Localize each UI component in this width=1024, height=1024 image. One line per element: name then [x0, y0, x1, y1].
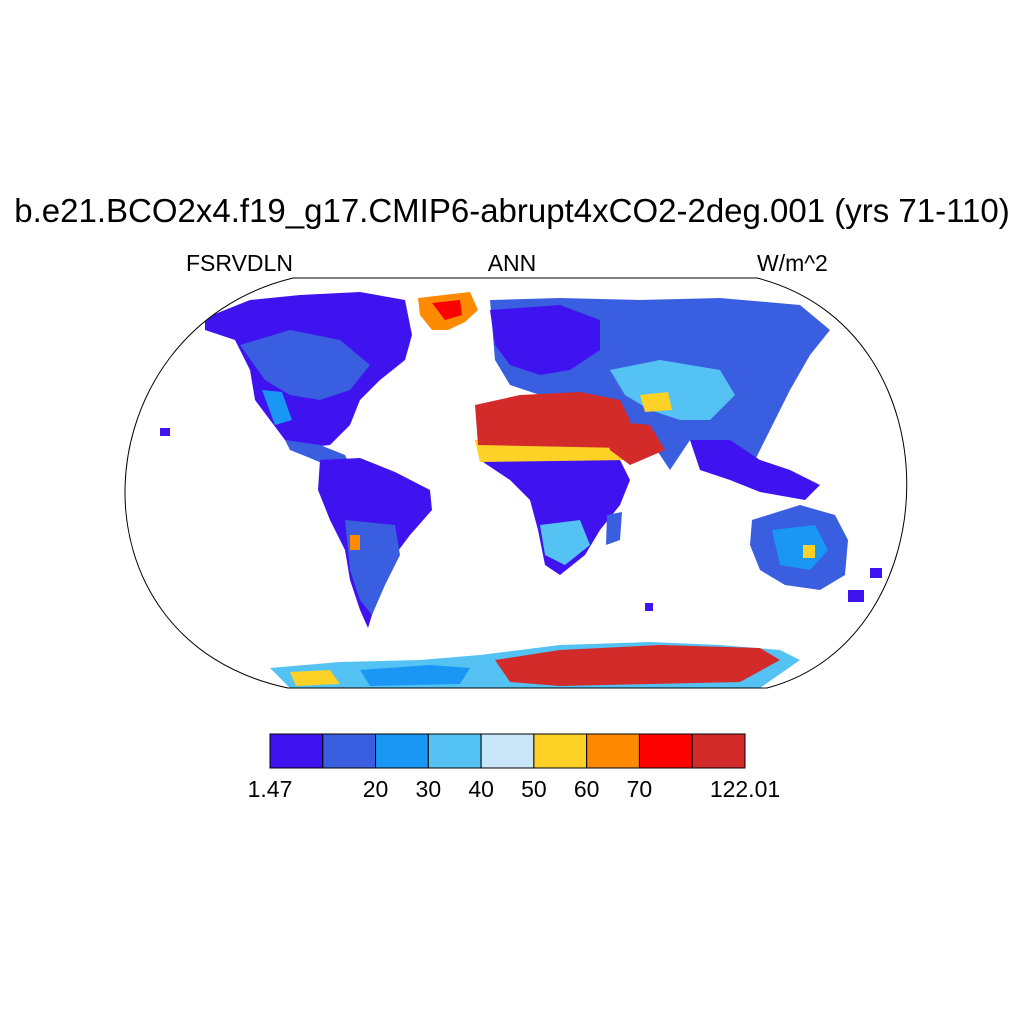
- colorbar-swatch: [480, 733, 535, 769]
- colorbar-tick-label: 122.01: [709, 776, 781, 802]
- colorbar: [269, 733, 746, 769]
- colorbar-tick-label: 60: [573, 776, 600, 802]
- colorbar-swatch: [638, 733, 693, 769]
- island-cell: [870, 568, 882, 578]
- colorbar-tick-label: 50: [521, 776, 547, 802]
- colorbar-swatch: [586, 733, 640, 769]
- region-south-america-south: [345, 520, 400, 615]
- region-kalahari: [540, 520, 590, 565]
- units-label: W/m^2: [757, 250, 828, 276]
- colorbar-tick-label: 70: [626, 776, 653, 802]
- region-eurasia-west: [490, 305, 600, 375]
- region-antarctica-west: [290, 670, 340, 686]
- colorbar-swatch: [533, 733, 588, 769]
- globe-outline: [124, 277, 908, 689]
- region-africa-south: [480, 455, 630, 575]
- region-australia-hotspot: [803, 545, 815, 558]
- colorbar-swatch: [375, 733, 429, 769]
- island-cell: [645, 603, 653, 611]
- region-tibet-hotspot: [640, 392, 672, 412]
- colorbar-tick-label: 40: [468, 776, 494, 802]
- colorbar-swatch: [269, 733, 324, 769]
- region-arabia: [600, 420, 665, 465]
- season-label: ANN: [487, 250, 537, 276]
- colorbar-swatch: [322, 733, 377, 769]
- data-field: [160, 292, 882, 688]
- region-andes-hotspot: [350, 535, 360, 550]
- colorbar-tick-label: 1.47: [247, 776, 293, 802]
- region-north-america-mid: [240, 330, 370, 400]
- island-cell: [848, 590, 864, 602]
- region-antarctica-east: [495, 645, 780, 686]
- region-se-asia: [690, 440, 820, 500]
- region-greenland-inner: [432, 300, 462, 320]
- region-central-asia: [610, 360, 735, 420]
- region-australia-center: [772, 525, 828, 570]
- colorbar-swatch: [427, 733, 482, 769]
- region-sahara: [475, 392, 630, 448]
- colorbar-swatch: [691, 733, 746, 769]
- region-antarctica-coast: [360, 665, 470, 686]
- region-north-america-west: [262, 390, 292, 425]
- colorbar-tick-label: 20: [362, 776, 389, 802]
- colorbar-tick-label: 30: [415, 776, 442, 802]
- region-madagascar: [606, 512, 622, 545]
- plot-title: b.e21.BCO2x4.f19_g17.CMIP6-abrupt4xCO2-2…: [14, 192, 1010, 229]
- variable-label: FSRVDLN: [186, 250, 293, 276]
- island-cell: [160, 428, 170, 436]
